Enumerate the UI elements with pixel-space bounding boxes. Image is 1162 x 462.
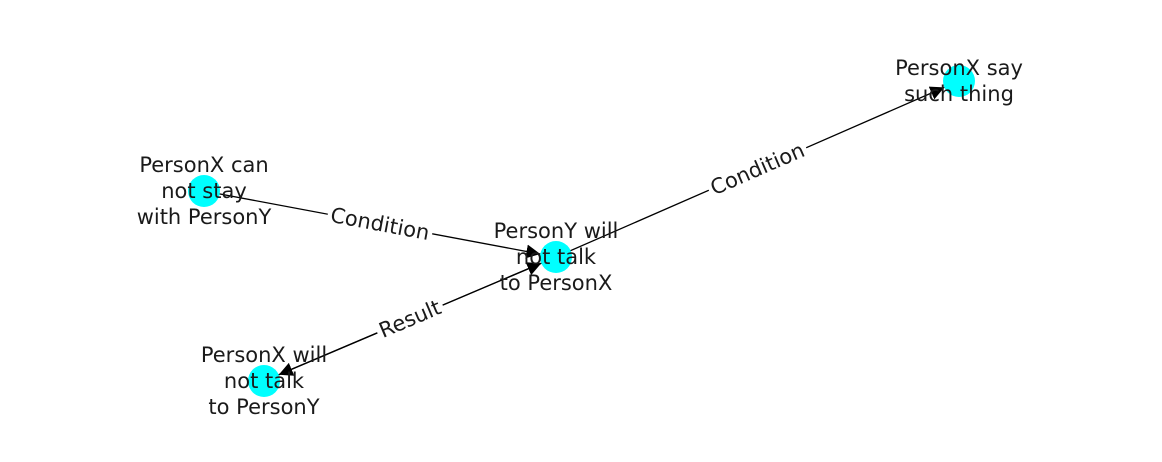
edge-label: Condition (703, 135, 812, 203)
edge-label-background (372, 293, 448, 345)
node-label-line: to PersonY (208, 395, 319, 419)
edge-label: Condition (325, 201, 435, 247)
node-label: PersonX can not stay with PersonY (137, 153, 272, 229)
node-label-line: not talk (224, 369, 305, 393)
node-label-line: not talk (516, 245, 597, 269)
node-label-line: PersonX can (139, 153, 268, 177)
graph-node (188, 175, 220, 207)
edge-label-text: Condition (707, 138, 808, 200)
node-labels-layer: PersonX can not stay with PersonY PersonY w… (137, 56, 1023, 419)
graph-node (248, 365, 280, 397)
edge-label-text: Result (375, 295, 444, 342)
node-label-line: such thing (904, 82, 1014, 106)
edge-label-text: Condition (329, 203, 432, 245)
node-label-line: with PersonY (137, 205, 272, 229)
node-label-line: PersonX will (201, 343, 327, 367)
node-label-line: PersonX say (895, 56, 1023, 80)
edge-label-background (703, 135, 812, 203)
node-label: PersonX say such thing (895, 56, 1023, 106)
node-label-line: to PersonX (500, 271, 613, 295)
edge-label: Result (372, 293, 448, 345)
edge-label-background (325, 201, 435, 247)
nodes-layer (188, 65, 975, 397)
graph-node (943, 65, 975, 97)
node-label-line: not stay (161, 179, 247, 203)
node-label-line: PersonY will (494, 219, 619, 243)
graph-node (540, 241, 572, 273)
node-label: PersonX will not talk to PersonY (201, 343, 327, 419)
node-label: PersonY will not talk to PersonX (494, 219, 619, 295)
